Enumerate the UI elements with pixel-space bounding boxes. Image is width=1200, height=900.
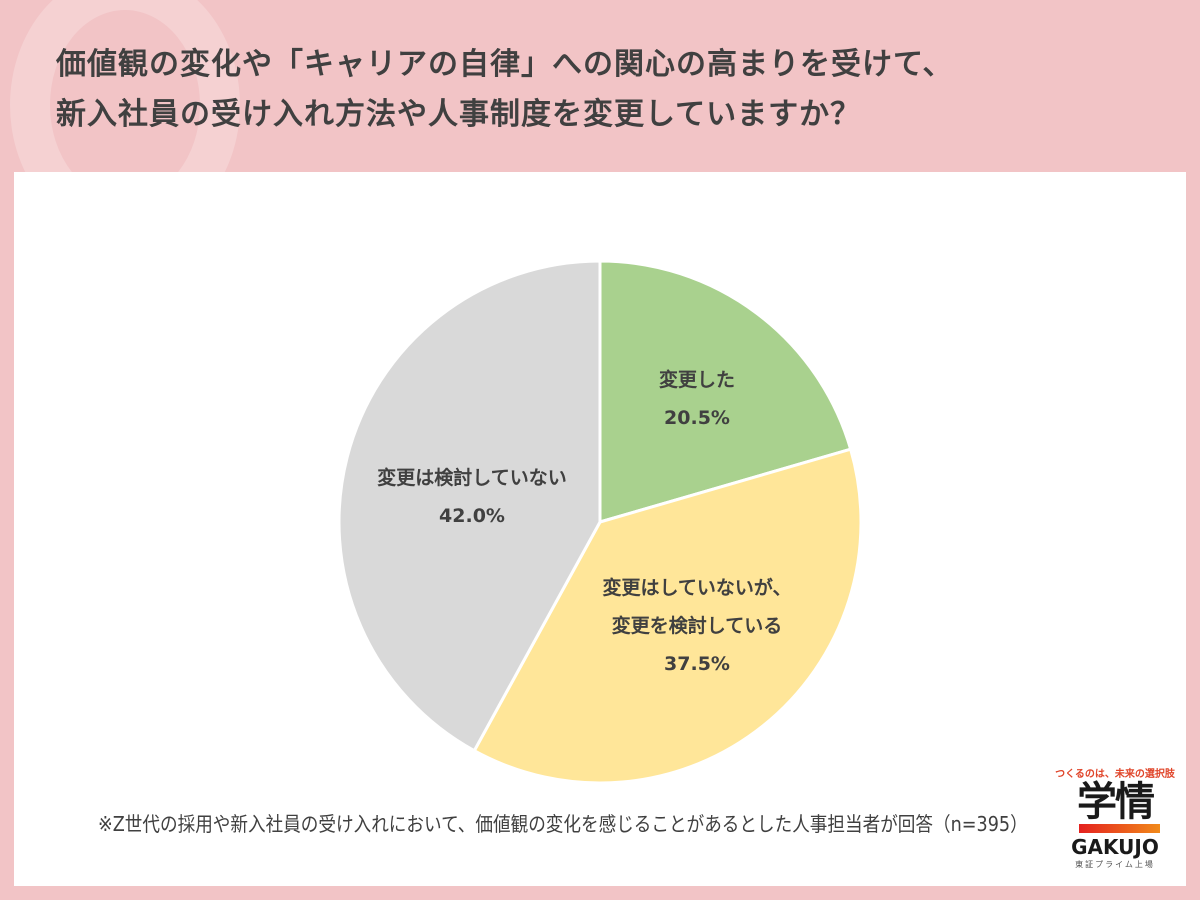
pie-slice-2 <box>337 259 602 753</box>
footnote: ※Z世代の採用や新入社員の受け入れにおいて、価値観の変化を感じることがあるとした… <box>98 812 1028 836</box>
page-title: 価値観の変化や「キャリアの自律」への関心の高まりを受けて、 新入社員の受け入れ方… <box>56 40 954 140</box>
slice-value-label: 20.5% <box>664 407 730 429</box>
slice-value-label: 42.0% <box>439 505 505 527</box>
logo-latin: GAKUJO <box>1071 835 1159 859</box>
logo-bar <box>1079 824 1160 833</box>
logo-subtitle: 東証プライム上場 <box>1075 860 1155 869</box>
slice-label-text: 変更はしていないが、 <box>602 577 792 599</box>
slice-label-text: 変更は検討していない <box>377 467 567 489</box>
gakujo-logo: つくるのは、未来の選択肢 学情 GAKUJO 東証プライム上場 <box>1055 765 1175 870</box>
slice-label-text: 変更を検討している <box>611 615 783 637</box>
slice-label-changed: 変更した 20.5% <box>659 361 735 437</box>
pie-slice-0 <box>598 259 853 524</box>
slice-label-not-considering: 変更は検討していない 42.0% <box>377 459 566 535</box>
slice-label-considering: 変更はしていないが、 変更を検討している 37.5% <box>602 569 791 683</box>
slice-label-text: 変更した <box>658 369 736 391</box>
title-line-2: 新入社員の受け入れ方法や人事制度を変更していますか？ <box>56 97 862 132</box>
pie-slice-1 <box>472 447 863 785</box>
logo-kanji: 学情 <box>1077 779 1155 825</box>
logo-tagline: つくるのは、未来の選択肢 <box>1055 769 1175 780</box>
title-line-1: 価値観の変化や「キャリアの自律」への関心の高まりを受けて、 <box>56 47 954 82</box>
slice-value-label: 37.5% <box>664 653 730 675</box>
